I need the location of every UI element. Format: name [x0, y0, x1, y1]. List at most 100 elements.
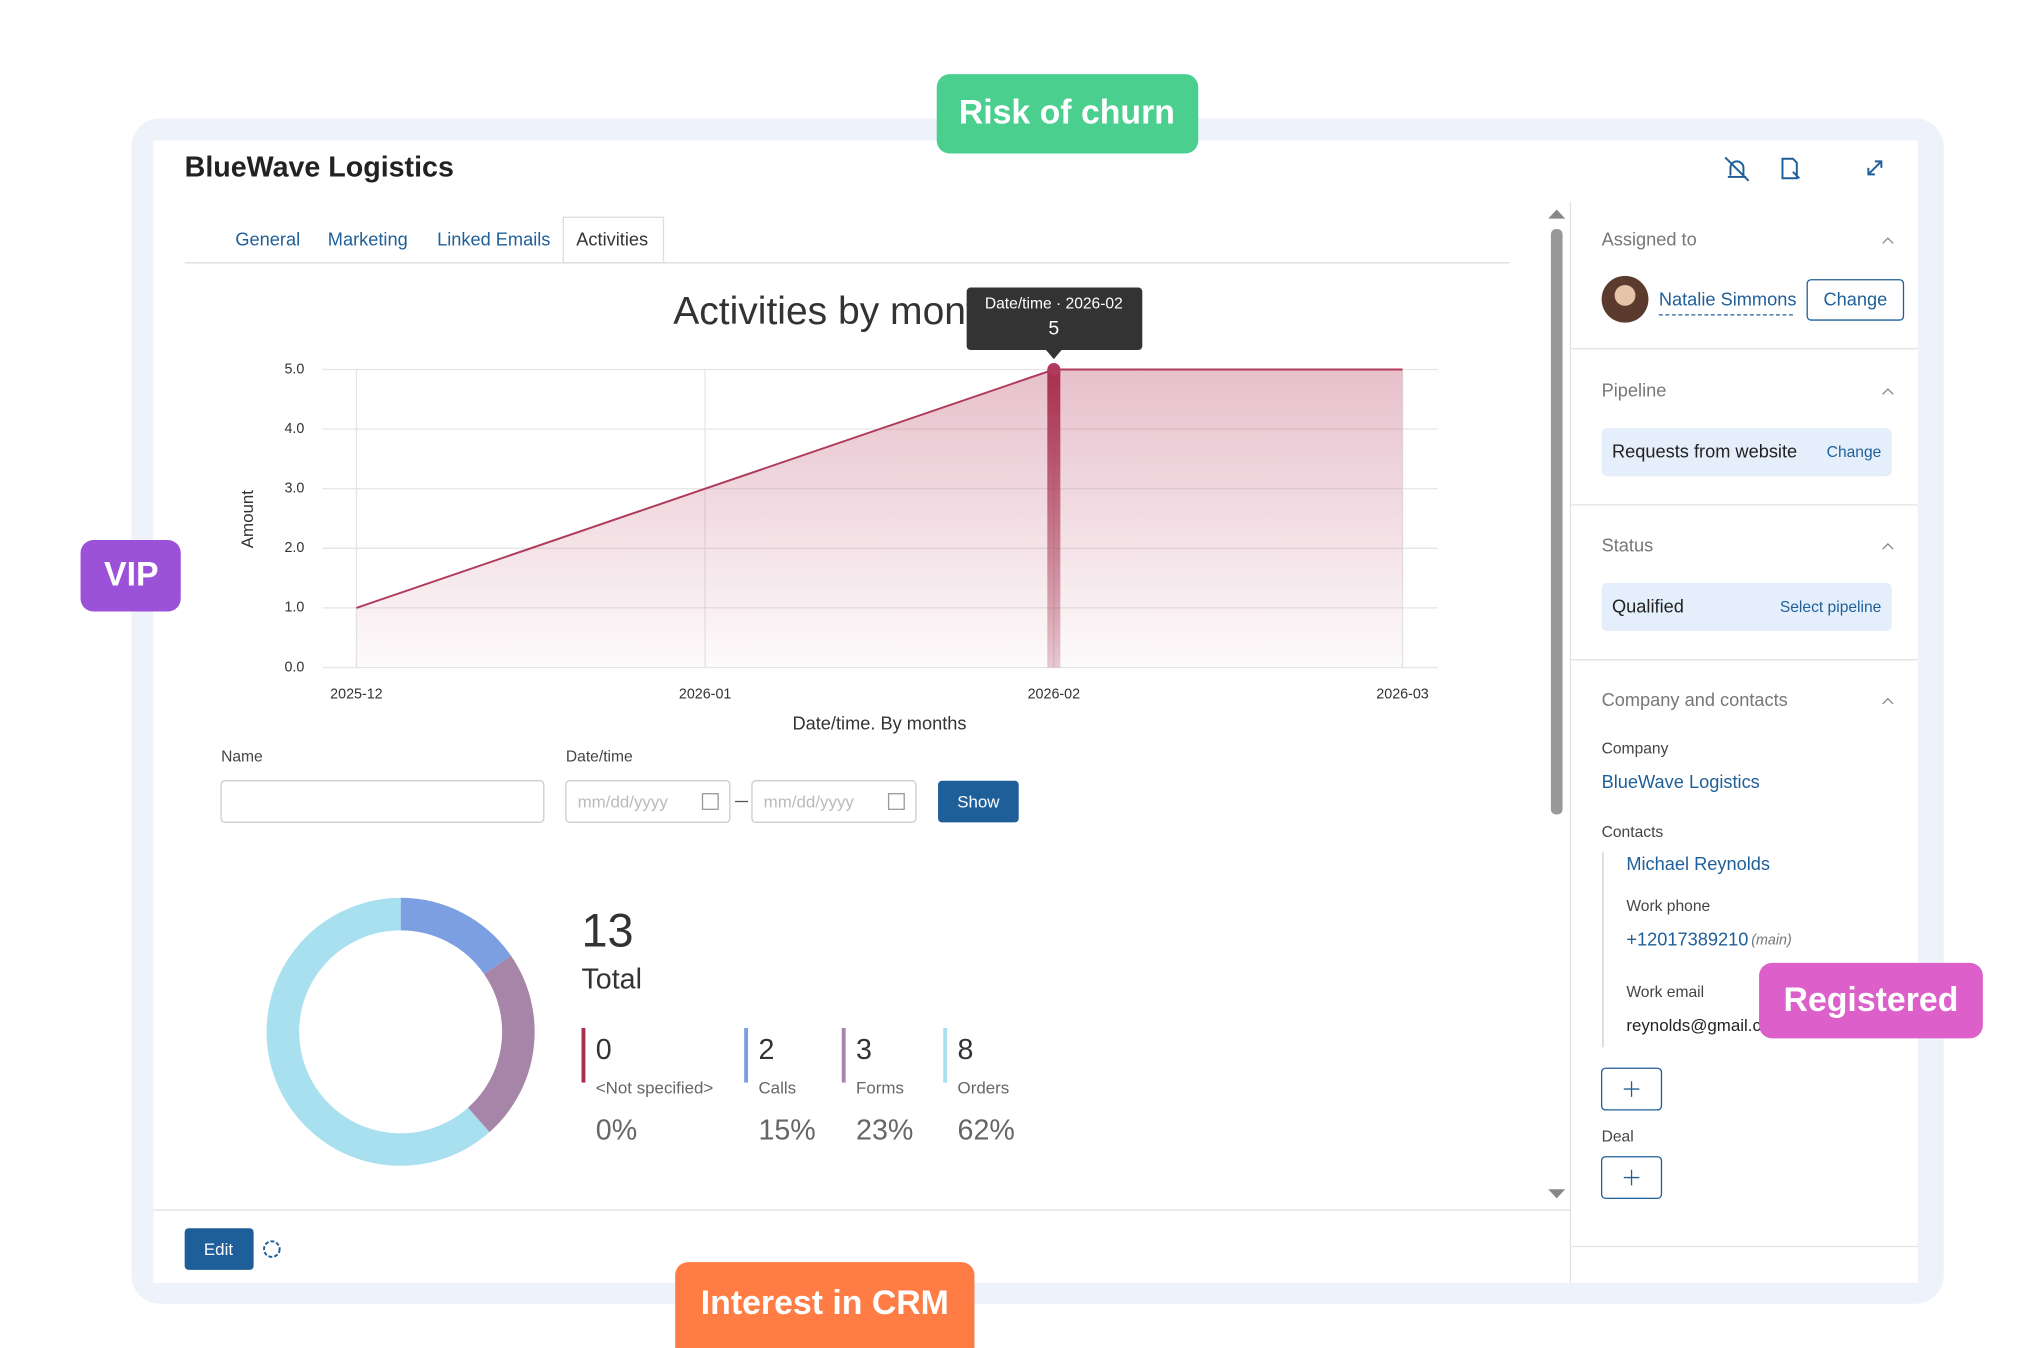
y-tick-label: 2.0 — [284, 540, 304, 556]
legend-value: 8 — [958, 1034, 974, 1066]
placeholder: mm/dd/yyyy — [578, 792, 669, 811]
pipeline-change[interactable]: Change — [1827, 444, 1882, 461]
pipeline-box — [1601, 428, 1892, 477]
show-button-text: Show — [957, 792, 1000, 811]
tooltip-arrow — [1046, 350, 1062, 360]
area-chart: 0.0 1.0 2.0 3.0 4.0 5.0 2025-12 2026-01 2026-02 2… — [284, 361, 1438, 703]
legend-label: Calls — [758, 1079, 796, 1098]
legend-swatch — [943, 1027, 948, 1083]
calendar-icon[interactable] — [887, 793, 905, 810]
section-label: Company and contacts — [1602, 690, 1788, 710]
assignee[interactable]: Natalie Simmons — [1659, 289, 1797, 309]
y-tick-label: 3.0 — [284, 480, 304, 496]
tab[interactable]: Marketing — [328, 230, 408, 250]
badge — [675, 1262, 975, 1348]
email: reynolds@gmail.c — [1626, 1016, 1761, 1035]
scrollbar[interactable] — [1550, 229, 1563, 815]
expand-icon[interactable] — [1867, 160, 1883, 176]
field-label: Contacts — [1602, 824, 1664, 841]
toolbar-icons — [1724, 156, 1883, 182]
page-title: BlueWave Logistics — [185, 152, 454, 184]
donut-chart — [266, 897, 535, 1166]
legend-label: Forms — [856, 1079, 904, 1098]
chart-title: Activities by months — [673, 290, 1018, 333]
pipeline: Requests from website — [1612, 442, 1797, 462]
y-tick-label: 1.0 — [284, 600, 304, 616]
active-tab[interactable] — [562, 216, 665, 264]
tooltip-label: Date/time · 2026-02 — [985, 296, 1123, 313]
tooltip-value: 5 — [1048, 317, 1059, 339]
tab[interactable]: Activities — [576, 230, 648, 250]
donut-segment — [467, 955, 535, 1133]
change-button[interactable] — [1806, 279, 1905, 321]
contact[interactable]: Michael Reynolds — [1626, 854, 1770, 874]
legend-percent: 15% — [758, 1115, 815, 1147]
x-tick-label: 2026-03 — [1376, 687, 1429, 703]
field-label: Work email — [1626, 984, 1704, 1001]
select-pipeline[interactable]: Select pipeline — [1780, 599, 1882, 616]
mute-icon[interactable] — [1724, 156, 1750, 182]
tab[interactable]: General — [235, 230, 300, 250]
legend-swatch — [581, 1027, 586, 1083]
donut-segment — [400, 897, 511, 975]
badge — [936, 74, 1199, 154]
field-label: Work phone — [1626, 898, 1710, 915]
legend-value: 0 — [596, 1034, 612, 1066]
legend-percent: 0% — [596, 1115, 637, 1147]
x-tick-label: 2026-02 — [1028, 687, 1081, 703]
y-axis-label: Amount — [238, 490, 257, 549]
company[interactable]: BlueWave Logistics — [1602, 772, 1760, 792]
point — [1047, 363, 1061, 377]
badge-text: Registered — [1784, 981, 1959, 1019]
tooltip-box — [966, 287, 1143, 351]
field-label: Company — [1602, 741, 1669, 758]
total: 13 — [582, 905, 634, 957]
section-label: Status — [1602, 535, 1654, 555]
x-tick-label: 2025-12 — [330, 687, 383, 703]
avatar-face — [1614, 284, 1636, 306]
badge-text: Risk of churn — [959, 93, 1175, 131]
legend-label: <Not specified> — [596, 1079, 714, 1098]
filter-label: Date/time — [566, 748, 633, 765]
badge-text: Interest in CRM — [701, 1284, 949, 1322]
donut-legend: 0 <Not specified> 0% 2 Calls 15% 3 Forms 23% 8 Ord… — [581, 1027, 1015, 1147]
y-tick-label: 0.0 — [284, 659, 304, 675]
line — [356, 368, 1403, 609]
status: Qualified — [1612, 596, 1684, 616]
change-button-text: Change — [1823, 289, 1887, 309]
status-box — [1601, 582, 1892, 632]
plus-icon — [1623, 1081, 1640, 1097]
settings-icon[interactable] — [263, 1240, 281, 1258]
phone-note: (main) — [1751, 933, 1792, 949]
total-label: Total — [582, 964, 642, 996]
edit-button-text: Edit — [204, 1240, 233, 1259]
legend-swatch — [744, 1027, 749, 1083]
legend-value: 3 — [856, 1034, 872, 1066]
x-tick-label: 2026-01 — [679, 687, 732, 703]
legend-value: 2 — [758, 1034, 774, 1066]
placeholder: mm/dd/yyyy — [764, 792, 855, 811]
x-axis-label: Date/time. By months — [792, 714, 966, 734]
tooltip: Date/time · 2026-02 5 — [966, 287, 1143, 360]
chevrons[interactable] — [1882, 237, 1894, 705]
doc-icon[interactable] — [1781, 157, 1801, 180]
calendar-icon[interactable] — [701, 793, 719, 810]
show-button[interactable] — [938, 780, 1019, 823]
sidebar: Assigned to Natalie Simmons Change Pipel… — [1570, 230, 1918, 1248]
date-input[interactable] — [565, 780, 731, 823]
legend-swatch — [841, 1027, 846, 1083]
highlight-bar — [1047, 369, 1061, 668]
field-label: Deal — [1602, 1128, 1634, 1145]
edit-button[interactable] — [184, 1228, 254, 1270]
tab[interactable]: Linked Emails — [437, 230, 550, 250]
y-tick-label: 5.0 — [284, 361, 304, 377]
name-input[interactable] — [220, 780, 545, 823]
filter-label: Name — [221, 748, 263, 765]
section-label: Pipeline — [1602, 380, 1667, 400]
phone[interactable]: +12017389210 — [1626, 930, 1748, 950]
plus-icon — [1623, 1169, 1640, 1186]
y-tick-label: 4.0 — [284, 421, 304, 437]
date-input[interactable] — [751, 780, 917, 823]
